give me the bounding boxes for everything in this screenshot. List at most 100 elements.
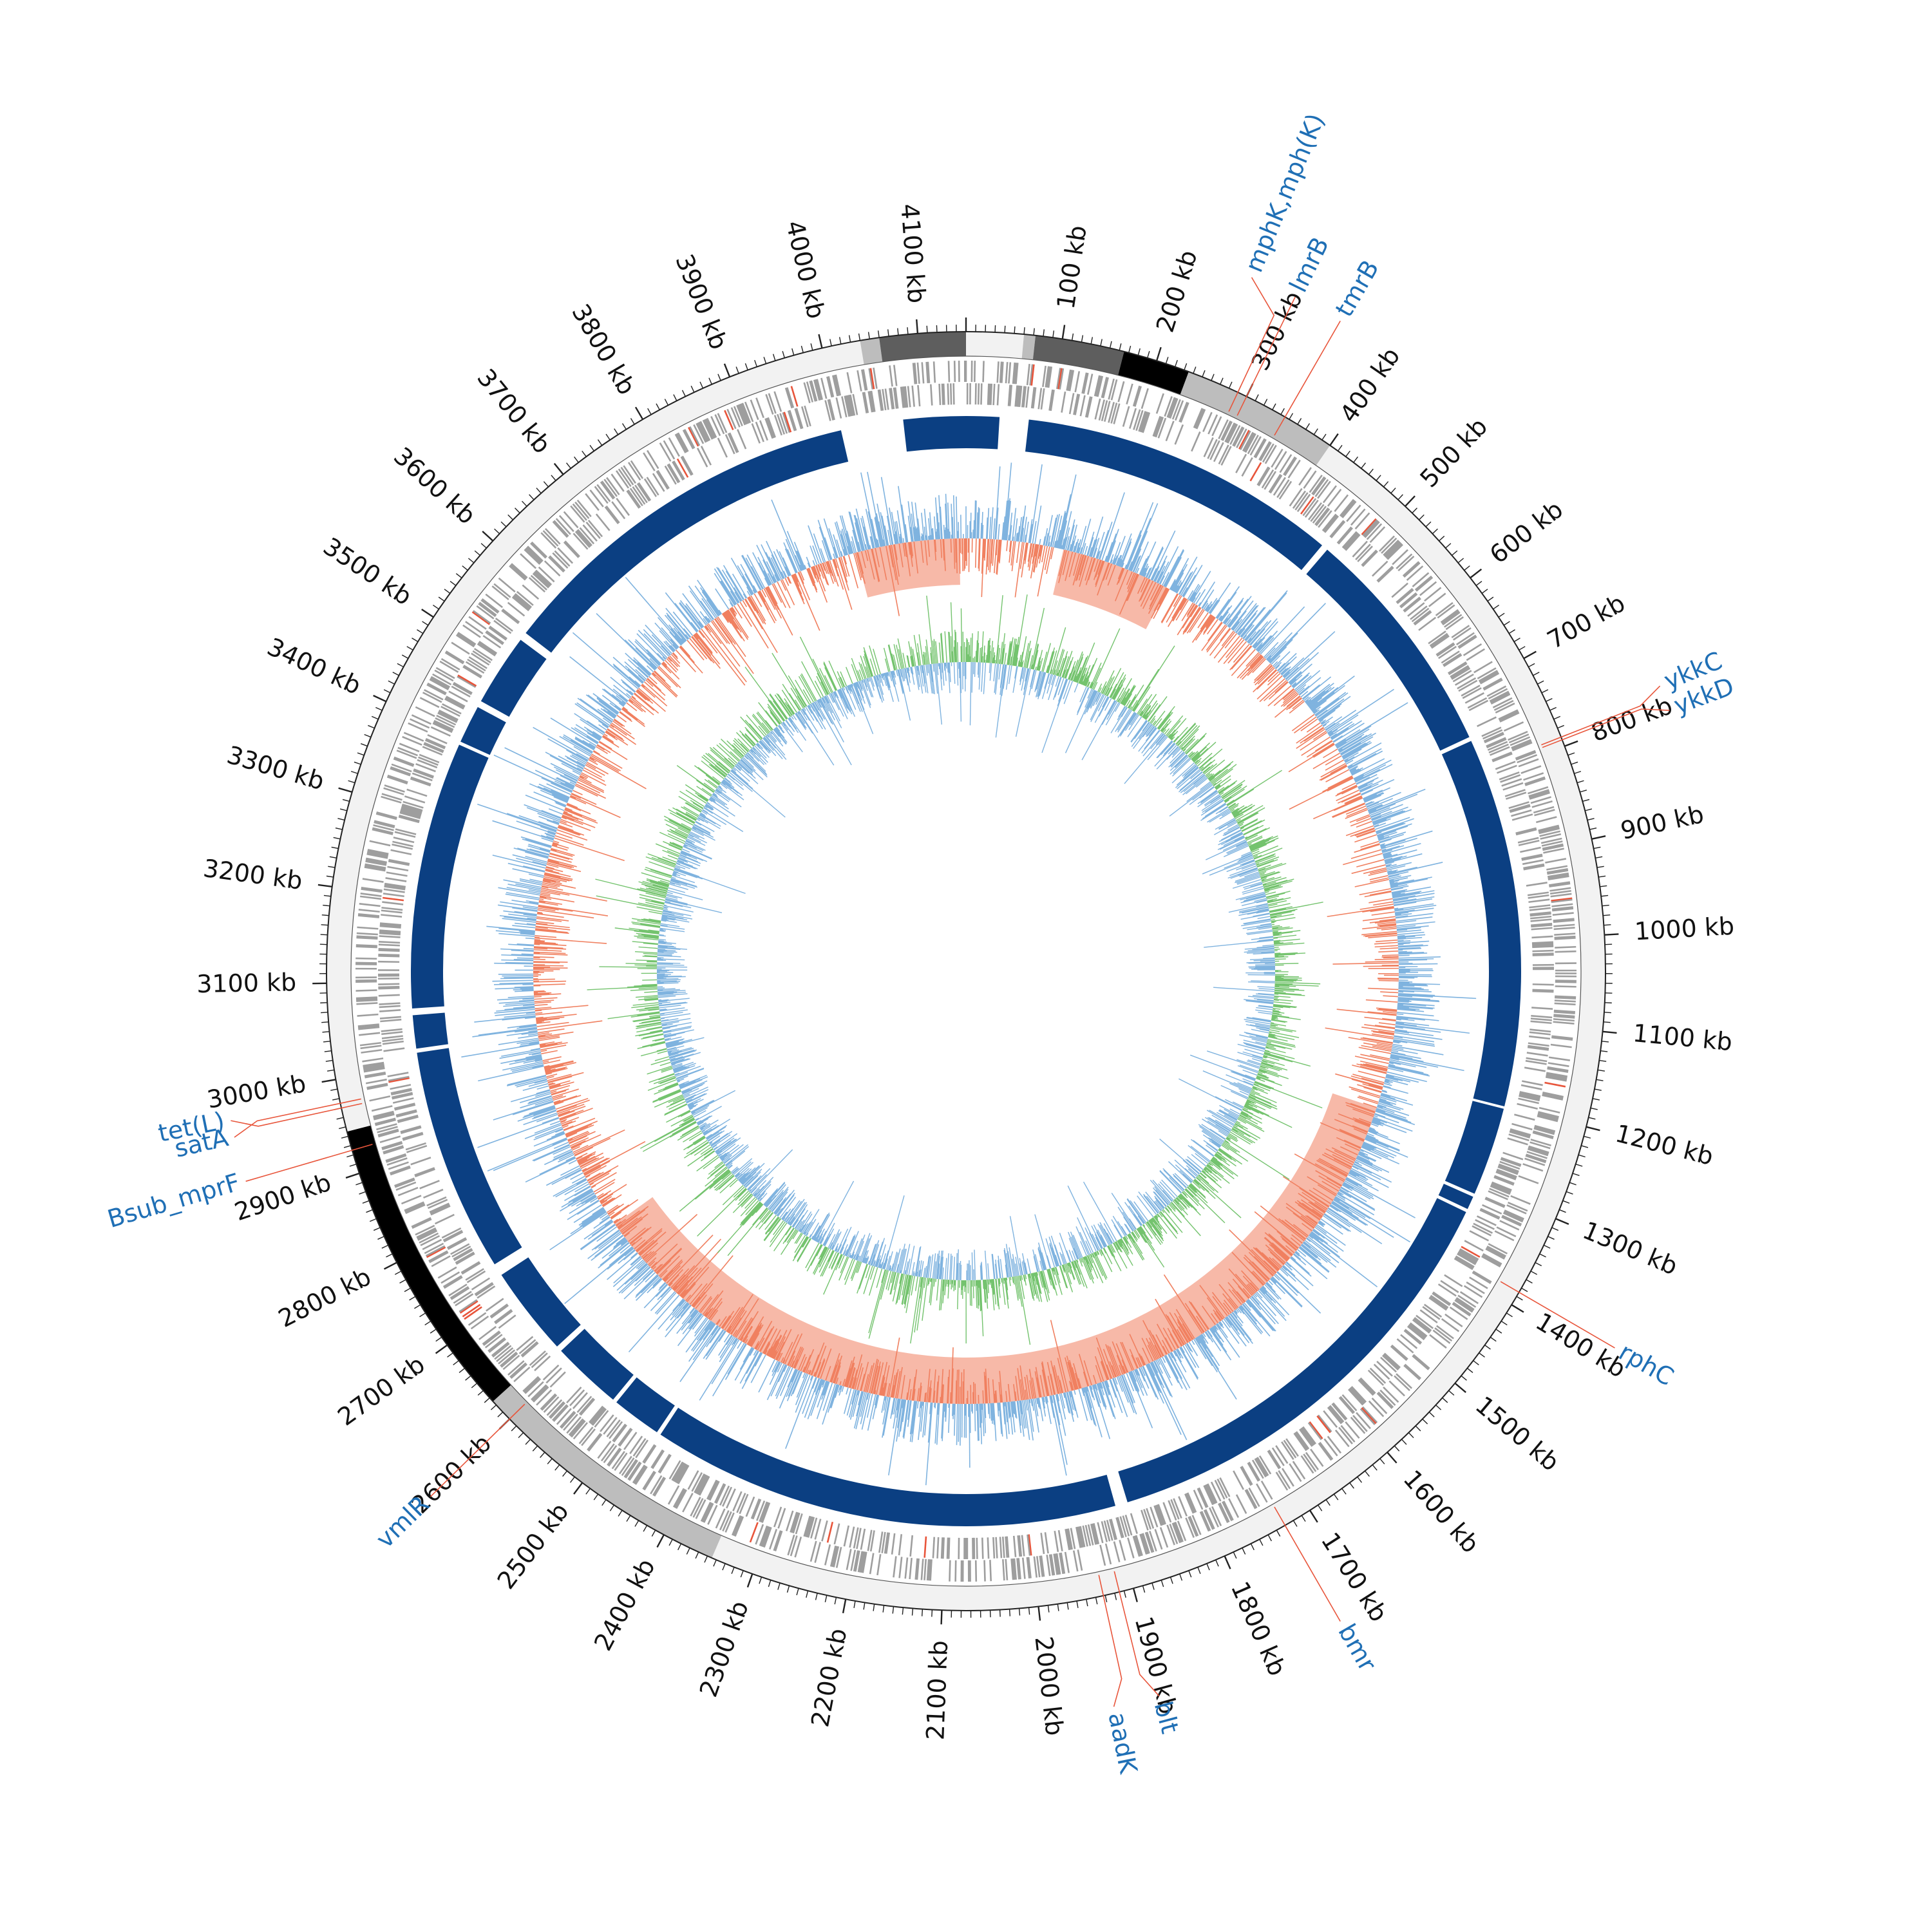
minor-tick: [1333, 1493, 1339, 1501]
cds-feature: [1132, 1535, 1141, 1557]
gc-above-mean: [1105, 1380, 1116, 1408]
gc-above-mean: [992, 1403, 995, 1425]
gc-above-mean: [1328, 1207, 1349, 1222]
gc-below-mean: [1333, 797, 1363, 811]
minor-tick: [371, 715, 379, 720]
gc-below-mean: [591, 1171, 617, 1188]
cds-feature: [1268, 473, 1282, 493]
gc-below-mean: [534, 943, 540, 945]
gc-above-mean: [861, 1393, 871, 1430]
cds-feature: [1500, 1158, 1521, 1168]
gc-above-mean: [1133, 1369, 1143, 1388]
minor-tick: [383, 689, 391, 694]
cds-feature: [1546, 1074, 1567, 1081]
cds-feature: [1475, 1219, 1495, 1230]
gc-above-mean: [1378, 1100, 1393, 1106]
cds-feature: [1248, 1487, 1260, 1508]
gc-above-mean: [1394, 902, 1417, 907]
gc-above-mean: [1148, 1363, 1182, 1435]
cds-feature: [843, 1525, 850, 1547]
gc-above-mean: [1009, 525, 1012, 541]
cds-feature: [1186, 1492, 1197, 1513]
gc-above-mean: [1347, 748, 1382, 768]
gc-above-mean: [1364, 795, 1381, 803]
cds-feature: [618, 1427, 632, 1446]
gc-above-mean: [1368, 1130, 1378, 1135]
cds-feature: [1508, 1133, 1530, 1142]
gc-above-mean: [1197, 1336, 1237, 1400]
gc-below-mean: [533, 956, 554, 958]
gc-above-mean: [1392, 1041, 1400, 1044]
minor-tick: [323, 904, 330, 907]
cds-feature: [1482, 1253, 1502, 1265]
cds-feature: [425, 1245, 446, 1257]
cds-feature: [1132, 385, 1141, 407]
cds-feature: [1528, 1045, 1549, 1050]
minor-tick: [354, 761, 361, 765]
minor-tick: [1553, 715, 1561, 720]
gc-below-mean: [1039, 545, 1043, 557]
gc-above-mean: [1347, 1174, 1379, 1191]
gc-below-mean: [1009, 540, 1012, 553]
gc-above-mean: [1314, 1226, 1338, 1244]
cds-feature: [1341, 1394, 1358, 1412]
cds-feature: [1528, 789, 1549, 797]
cds-feature: [1209, 440, 1220, 460]
cds-feature: [406, 1144, 428, 1153]
cds-feature: [393, 1103, 415, 1110]
cds-feature: [466, 1270, 486, 1283]
gc-below-mean: [573, 1144, 589, 1153]
cds-feature: [890, 388, 895, 410]
cds-feature: [372, 828, 393, 835]
gc-above-mean: [1231, 1312, 1243, 1327]
cds-feature: [1518, 1097, 1539, 1104]
cds-feature: [1318, 1443, 1332, 1461]
cds-feature: [1117, 381, 1125, 402]
gc-above-mean: [1357, 1155, 1373, 1164]
gc-above-mean: [1388, 1062, 1394, 1065]
cds-feature: [1429, 1296, 1448, 1310]
gc-above-mean: [936, 1403, 940, 1445]
cds-feature: [907, 386, 911, 408]
gc-above-mean: [1318, 696, 1351, 720]
gc-above-mean: [1338, 748, 1343, 752]
cds-feature: [689, 426, 701, 446]
cds-feature: [360, 1045, 382, 1050]
minor-tick: [1184, 363, 1188, 370]
cds-feature: [1553, 1018, 1575, 1022]
minor-tick: [1128, 345, 1132, 353]
cds-feature: [1403, 596, 1421, 612]
cds-feature: [434, 1213, 455, 1225]
cds-feature: [783, 412, 792, 433]
cds-feature: [422, 746, 443, 756]
gc-above-mean: [1354, 776, 1364, 782]
gc-above-mean: [1129, 1371, 1153, 1428]
minor-tick: [695, 1551, 699, 1559]
cds-feature: [493, 620, 512, 634]
cds-feature: [1428, 630, 1446, 645]
cds-feature: [396, 1110, 417, 1118]
minor-tick: [507, 514, 514, 520]
blast-hit-block: [1118, 1198, 1466, 1502]
minor-tick: [350, 771, 358, 774]
minor-tick: [1466, 1368, 1473, 1373]
cds-feature: [568, 1418, 584, 1436]
cds-feature: [1235, 1494, 1247, 1514]
gc-above-mean: [1370, 813, 1381, 819]
gc-above-mean: [1366, 791, 1401, 808]
cds-feature: [1077, 1526, 1083, 1548]
minor-tick: [337, 818, 345, 821]
gc-above-mean: [1313, 1228, 1344, 1252]
gc-above-mean: [1398, 952, 1425, 954]
cds-feature: [491, 1341, 509, 1357]
cds-feature: [1067, 370, 1073, 392]
gc-below-mean: [1313, 730, 1327, 741]
gc-below-mean: [1206, 624, 1226, 651]
cds-feature: [470, 1315, 489, 1330]
cds-feature: [1437, 604, 1455, 619]
cds-feature: [589, 1406, 605, 1425]
gc-below-mean: [611, 1211, 622, 1220]
gc-above-mean: [1198, 602, 1202, 607]
gc-above-mean: [902, 1399, 907, 1423]
gc-above-mean: [1355, 764, 1393, 783]
